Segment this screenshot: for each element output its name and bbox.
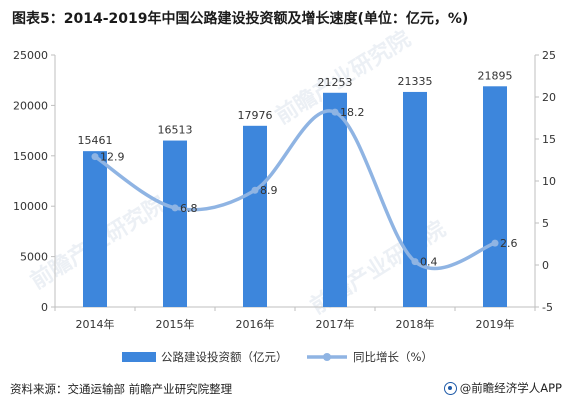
growth-point <box>251 186 259 194</box>
bar <box>483 86 507 307</box>
growth-point <box>331 108 339 116</box>
y-right-tick-label: -5 <box>542 301 553 314</box>
growth-value-label: 12.9 <box>100 151 125 164</box>
growth-value-label: 18.2 <box>340 106 365 119</box>
x-tick-label: 2017年 <box>316 317 355 331</box>
x-tick-label: 2018年 <box>396 317 435 331</box>
y-left-tick-label: 10000 <box>13 200 48 213</box>
growth-point <box>171 204 179 212</box>
brand: @前瞻经济学人APP <box>443 380 562 396</box>
x-tick-label: 2014年 <box>76 317 115 331</box>
y-left-tick-label: 20000 <box>13 99 48 112</box>
y-right-tick-label: 0 <box>542 259 549 272</box>
growth-value-label: 6.8 <box>180 202 198 215</box>
growth-point <box>91 153 99 161</box>
y-left-tick-label: 25000 <box>13 49 48 62</box>
axes: 0 5000 10000 15000 20000 25000 -5 0 5 10 15 20 25 201… <box>13 49 556 331</box>
chart-title: 图表5：2014-2019年中国公路建设投资额及增长速度(单位：亿元，%) <box>12 11 469 27</box>
legend-bar-swatch <box>122 352 156 362</box>
x-tick-label: 2015年 <box>156 317 195 331</box>
bar <box>403 91 427 307</box>
bar-labels: 15461 16513 17976 21253 21335 21895 <box>78 69 513 147</box>
y-right-tick-label: 10 <box>542 175 556 188</box>
bar <box>163 140 187 307</box>
growth-line <box>91 108 499 271</box>
x-tick-label: 2016年 <box>236 317 275 331</box>
bars <box>83 86 507 308</box>
y-right-tick-label: 25 <box>542 49 556 62</box>
growth-value-label: 8.9 <box>260 184 278 197</box>
y-right-tick-label: 15 <box>542 133 556 146</box>
source-note: 资料来源：交通运输部 前瞻产业研究院整理 <box>10 382 233 396</box>
legend: 公路建设投资额（亿元） 同比增长（%） <box>122 350 433 364</box>
legend-bar-label: 公路建设投资额（亿元） <box>161 350 288 364</box>
growth-point <box>491 239 499 247</box>
bar-value-label: 17976 <box>238 109 273 122</box>
growth-line-path <box>93 109 497 271</box>
bar <box>323 92 347 307</box>
legend-line-label: 同比增长（%） <box>353 350 433 364</box>
growth-value-label: 2.6 <box>500 237 518 250</box>
y-left-tick-label: 5000 <box>20 251 48 264</box>
bar-value-label: 21253 <box>318 76 353 89</box>
growth-labels: 12.9 6.8 8.9 18.2 0.4 2.6 <box>100 106 518 269</box>
growth-value-label: 0.4 <box>420 256 438 269</box>
growth-point <box>411 258 419 266</box>
legend-line-marker <box>323 353 331 361</box>
bar <box>83 151 107 307</box>
y-left-tick-label: 0 <box>41 301 48 314</box>
bar-value-label: 15461 <box>78 134 113 147</box>
brand-label: @前瞻经济学人APP <box>459 381 562 395</box>
bar-value-label: 21895 <box>478 69 513 82</box>
y-left-tick-label: 15000 <box>13 150 48 163</box>
y-right-tick-label: 20 <box>542 91 556 104</box>
y-right-tick-label: 5 <box>542 217 549 230</box>
brand-logo-icon <box>443 381 457 395</box>
bar-value-label: 21335 <box>398 75 433 88</box>
bar-value-label: 16513 <box>158 124 193 137</box>
x-tick-label: 2019年 <box>476 317 515 331</box>
bar <box>243 125 267 308</box>
